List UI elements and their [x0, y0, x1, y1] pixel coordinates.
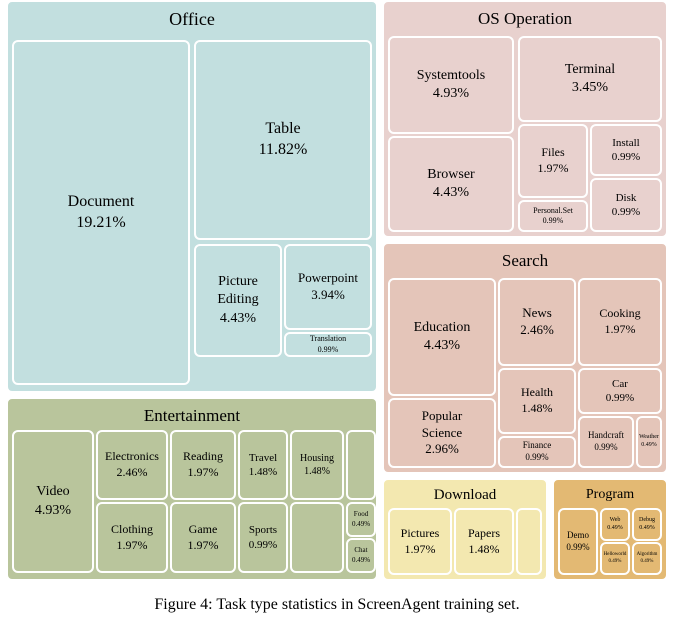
- treemap-cell-label: Debug 0.49%: [639, 517, 655, 533]
- treemap-cell-label: Table 11.82%: [259, 119, 308, 161]
- treemap-cell-label: Search: [502, 250, 548, 272]
- treemap-chart: Office Document 19.21% Table 11.82% Picture…: [0, 0, 674, 584]
- treemap-cell-label: Sports 0.99%: [249, 523, 277, 552]
- treemap-cell-label: Pictures 1.97%: [401, 526, 440, 557]
- treemap-cell-disk: Disk 0.99%: [590, 178, 662, 232]
- treemap-cell-label: Electronics 2.46%: [105, 449, 159, 480]
- treemap-cell-label: Popular Science 2.96%: [422, 408, 462, 459]
- treemap-cell-handcraft: Handcraft 0.99%: [578, 416, 634, 468]
- treemap-cell-label: Car 0.99%: [606, 377, 634, 406]
- treemap-cell-systemtools: Systemtools 4.93%: [388, 36, 514, 134]
- treemap-cell-clothing: Clothing 1.97%: [96, 502, 168, 573]
- treemap-cell-label: Housing 1.48%: [300, 452, 334, 478]
- treemap-cell-label: Health 1.48%: [521, 385, 553, 416]
- treemap-cell-label: Helloworld 0.49%: [604, 552, 627, 565]
- treemap-cell-game: Game 1.97%: [170, 502, 236, 573]
- treemap-cell-housing: Housing 1.48%: [290, 430, 344, 500]
- treemap-cell-debug: Debug 0.49%: [632, 508, 662, 541]
- treemap-cell-ent_blank2: [346, 430, 376, 500]
- treemap-cell-helloworld: Helloworld 0.49%: [600, 542, 630, 575]
- treemap-cell-label: Cooking 1.97%: [599, 306, 640, 337]
- treemap-cell-label: Game 1.97%: [188, 522, 219, 553]
- treemap-cell-label: Terminal 3.45%: [565, 61, 615, 97]
- treemap-cell-label: Travel 1.48%: [249, 451, 277, 480]
- treemap-cell-label: Disk 0.99%: [612, 191, 640, 220]
- treemap-cell-label: Install 0.99%: [612, 136, 640, 165]
- treemap-cell-web: Web 0.49%: [600, 508, 630, 541]
- treemap-cell-label: Download: [434, 486, 497, 506]
- treemap-cell-label: Chat 0.49%: [352, 546, 370, 564]
- figure-caption: Figure 4: Task type statistics in Screen…: [0, 584, 674, 614]
- treemap-cell-sports: Sports 0.99%: [238, 502, 288, 573]
- treemap-cell-weather: Weather 0.49%: [636, 416, 662, 468]
- treemap-cell-electronics: Electronics 2.46%: [96, 430, 168, 500]
- treemap-cell-label: Web 0.49%: [607, 517, 623, 533]
- treemap-cell-install: Install 0.99%: [590, 124, 662, 176]
- treemap-cell-finance: Finance 0.99%: [498, 436, 576, 468]
- treemap-cell-picture_editing: Picture Editing 4.43%: [194, 244, 282, 357]
- treemap-cell-label: Demo 0.99%: [566, 530, 589, 553]
- treemap-cell-label: Document 19.21%: [68, 192, 135, 234]
- treemap-cell-cooking: Cooking 1.97%: [578, 278, 662, 366]
- treemap-cell-label: Powerpoint 3.94%: [298, 270, 358, 304]
- treemap-cell-label: Translation 0.99%: [310, 334, 346, 355]
- treemap-cell-dl_blank: [516, 508, 542, 575]
- treemap-cell-document: Document 19.21%: [12, 40, 190, 385]
- treemap-cell-pictures: Pictures 1.97%: [388, 508, 452, 575]
- treemap-cell-label: Picture Editing 4.43%: [217, 273, 258, 328]
- treemap-cell-files: Files 1.97%: [518, 124, 588, 198]
- treemap-cell-label: Office: [169, 8, 215, 31]
- treemap-cell-algorithm: Algorithm 0.49%: [632, 542, 662, 575]
- treemap-cell-ent_blank: [290, 502, 344, 573]
- treemap-cell-label: Files 1.97%: [538, 145, 569, 176]
- treemap-cell-papers: Papers 1.48%: [454, 508, 514, 575]
- treemap-cell-label: Food 0.49%: [352, 510, 370, 528]
- treemap-cell-label: Program: [586, 486, 634, 504]
- treemap-cell-browser: Browser 4.43%: [388, 136, 514, 232]
- treemap-cell-translation: Translation 0.99%: [284, 332, 372, 357]
- treemap-cell-video: Video 4.93%: [12, 430, 94, 573]
- treemap-cell-label: Personal.Set 0.99%: [533, 206, 573, 227]
- treemap-cell-label: Video 4.93%: [35, 483, 71, 519]
- treemap-cell-label: Entertainment: [144, 405, 240, 427]
- treemap-cell-food: Food 0.49%: [346, 502, 376, 537]
- treemap-cell-terminal: Terminal 3.45%: [518, 36, 662, 122]
- treemap-cell-label: Papers 1.48%: [468, 526, 500, 557]
- treemap-cell-personal_set: Personal.Set 0.99%: [518, 200, 588, 232]
- treemap-cell-label: Weather 0.49%: [639, 434, 659, 450]
- treemap-cell-table: Table 11.82%: [194, 40, 372, 240]
- treemap-cell-car: Car 0.99%: [578, 368, 662, 414]
- treemap-cell-powerpoint: Powerpoint 3.94%: [284, 244, 372, 330]
- treemap-cell-chat: Chat 0.49%: [346, 538, 376, 573]
- treemap-cell-label: Systemtools 4.93%: [417, 67, 485, 103]
- treemap-cell-popular_sci: Popular Science 2.96%: [388, 398, 496, 468]
- treemap-cell-label: Finance 0.99%: [523, 440, 552, 463]
- treemap-cell-label: Handcraft 0.99%: [588, 430, 624, 453]
- treemap-cell-label: OS Operation: [478, 8, 572, 30]
- treemap-cell-label: Algorithm 0.49%: [637, 552, 658, 565]
- treemap-cell-travel: Travel 1.48%: [238, 430, 288, 500]
- treemap-cell-label: Clothing 1.97%: [111, 522, 153, 553]
- treemap-cell-education: Education 4.43%: [388, 278, 496, 396]
- treemap-cell-news: News 2.46%: [498, 278, 576, 366]
- treemap-cell-reading: Reading 1.97%: [170, 430, 236, 500]
- treemap-cell-label: News 2.46%: [520, 305, 554, 339]
- treemap-cell-demo: Demo 0.99%: [558, 508, 598, 575]
- treemap-cell-label: Reading 1.97%: [183, 449, 223, 480]
- treemap-cell-label: Browser 4.43%: [427, 166, 474, 202]
- treemap-cell-label: Education 4.43%: [414, 319, 471, 355]
- treemap-cell-health: Health 1.48%: [498, 368, 576, 434]
